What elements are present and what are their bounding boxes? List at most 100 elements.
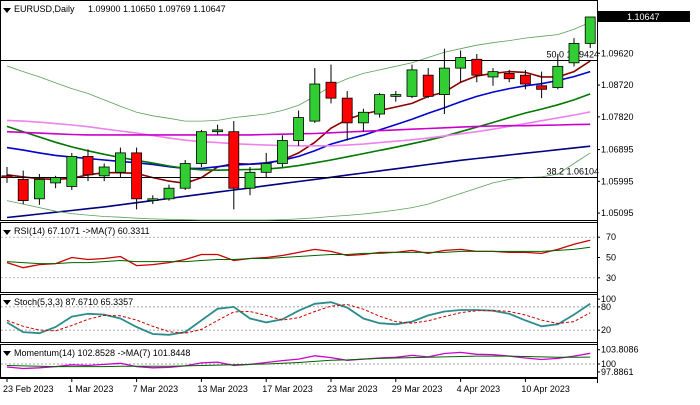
price-tick-label: 1.05995 — [601, 176, 634, 186]
collapse-triangle-icon[interactable] — [3, 300, 11, 305]
ohlc-label: 1.09900 1.10650 1.09769 1.10647 — [88, 4, 226, 14]
symbol-label: EURUSD,Daily — [14, 4, 75, 14]
candle-body — [374, 94, 386, 115]
candle-body — [390, 94, 402, 97]
candle — [244, 167, 256, 196]
series-line — [6, 355, 591, 368]
candle — [179, 159, 191, 190]
candle-body — [520, 74, 531, 85]
candle-body — [82, 156, 94, 176]
stoch-label: Stoch(5,3,3) 87.6710 65.3357 — [14, 297, 133, 307]
time-axis: 23 Feb 2023 1 Mar 2023 7 Mar 2023 13 Mar… — [0, 378, 597, 394]
date-label: 10 Apr 2023 — [521, 384, 570, 394]
candle — [584, 16, 596, 48]
stoch-plot — [1, 298, 600, 336]
collapse-triangle-icon[interactable] — [3, 230, 11, 235]
collapse-triangle-icon[interactable] — [3, 351, 11, 356]
price-tick-label: 1.05095 — [601, 208, 634, 218]
candle — [195, 129, 207, 168]
candle-body — [131, 152, 143, 200]
candle — [98, 163, 110, 182]
candle — [115, 147, 126, 178]
candle-body — [17, 178, 29, 201]
candle-body — [163, 187, 175, 200]
candle-body — [406, 69, 418, 97]
date-label: 13 Mar 2023 — [197, 384, 248, 394]
candle-body — [438, 67, 450, 96]
date-label: 29 Mar 2023 — [392, 384, 443, 394]
series-line — [6, 303, 591, 334]
candle — [228, 121, 240, 210]
stoch-tick-label: 20 — [601, 325, 611, 335]
rsi-panel: RSI(14) 67.1071 ->MA(7) 60.3311 70 50 30 — [0, 222, 616, 293]
date-label: 7 Mar 2023 — [133, 384, 179, 394]
price-panel: EURUSD,Daily 1.09900 1.10650 1.09769 1.1… — [0, 0, 690, 383]
candle — [325, 64, 337, 104]
price-axis-ticks: 1.09620 1.08720 1.07820 1.06895 1.05995 … — [597, 48, 634, 218]
rsi-tick-label: 30 — [606, 273, 616, 283]
candle — [17, 170, 29, 205]
candle-body — [309, 83, 321, 122]
candle — [260, 152, 272, 178]
candle — [390, 91, 402, 102]
candle-body — [503, 73, 515, 80]
rsi-plot — [1, 236, 600, 279]
candles — [1, 16, 596, 210]
series-line — [6, 239, 591, 269]
series-line — [6, 351, 591, 370]
candle-body — [293, 117, 305, 141]
date-label: 4 Apr 2023 — [457, 384, 501, 394]
fib-level-label-38-2: 38.2 1.06104 — [546, 167, 599, 177]
current-price-box — [598, 11, 690, 23]
candle-body — [244, 171, 256, 189]
candle-body — [195, 131, 207, 164]
candle — [163, 184, 175, 201]
candle-body — [357, 111, 369, 124]
candle — [1, 167, 13, 183]
candle — [50, 175, 61, 189]
candle-body — [228, 131, 240, 189]
candle — [438, 48, 450, 115]
date-label: 17 Mar 2023 — [262, 384, 313, 394]
candle — [34, 174, 45, 205]
candle — [293, 110, 305, 146]
momentum-panel: Momentum(14) 102.8528 ->MA(7) 101.8448 1… — [0, 344, 639, 378]
rsi-tick-label: 70 — [606, 232, 616, 242]
current-price-marker: 1.10647 — [598, 11, 690, 23]
candle — [455, 50, 467, 83]
candle-body — [455, 57, 467, 69]
bb-lower-line — [6, 152, 591, 221]
ma-blue-line — [6, 70, 591, 170]
candle — [487, 68, 499, 86]
candle-body — [552, 65, 564, 88]
date-label: 23 Feb 2023 — [3, 384, 54, 394]
candle-body — [536, 85, 547, 90]
collapse-triangle-icon[interactable] — [3, 8, 11, 13]
bb-upper-line — [6, 21, 591, 122]
candle-body — [471, 58, 483, 76]
price-tick-label: 1.09620 — [601, 48, 634, 58]
candle — [212, 124, 224, 136]
date-label: 1 Mar 2023 — [68, 384, 114, 394]
candle-body — [584, 16, 596, 44]
candle-body — [66, 156, 78, 187]
ma-navy-line — [6, 145, 591, 219]
candle — [309, 68, 321, 123]
candle — [568, 38, 580, 67]
candle — [82, 149, 94, 182]
candle-body — [147, 198, 159, 201]
candle — [536, 71, 547, 99]
momentum-panel-frame — [0, 344, 598, 378]
candle-body — [98, 166, 110, 177]
candle — [276, 135, 288, 168]
series-line — [6, 246, 591, 265]
stoch-tick-label: 80 — [601, 302, 611, 312]
price-tick-label: 1.08720 — [601, 80, 634, 90]
candle-body — [422, 74, 434, 97]
candle-body — [276, 140, 288, 164]
candle — [131, 147, 143, 210]
candle-body — [260, 163, 272, 173]
candle-body — [341, 97, 353, 124]
